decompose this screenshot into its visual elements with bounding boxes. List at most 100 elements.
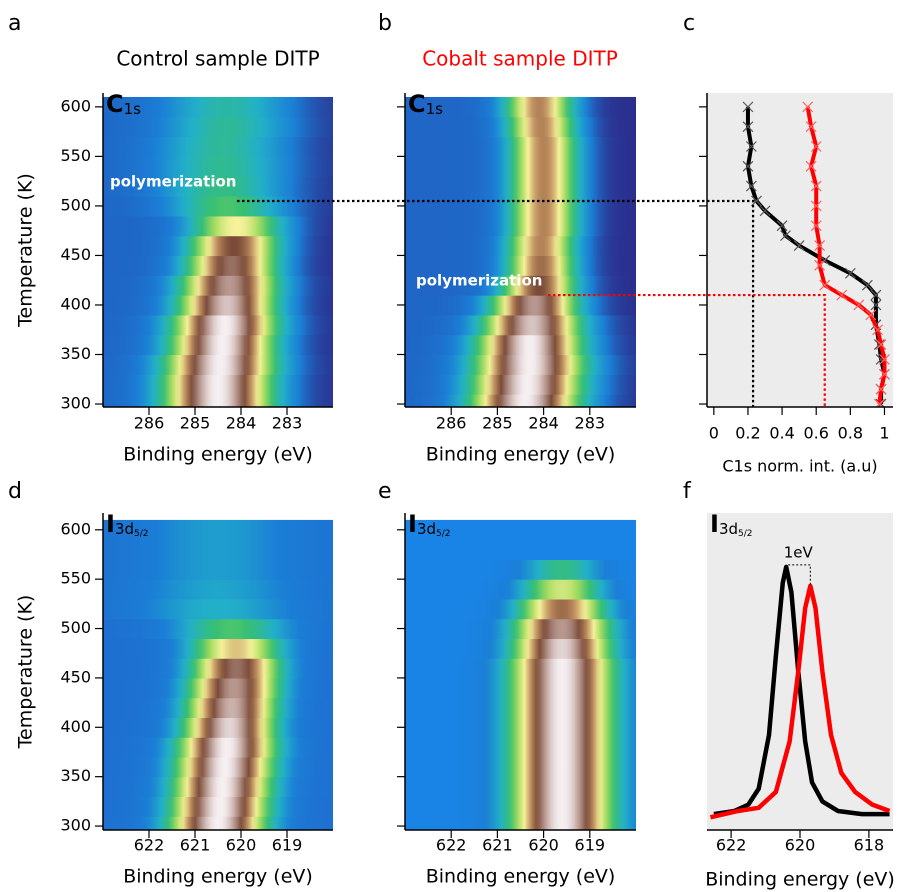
x-tick-label: 618 <box>854 836 885 855</box>
marker <box>875 383 887 395</box>
heatmap-row <box>405 196 636 217</box>
panel-letter: b <box>378 11 392 36</box>
x-tick-label: 0.8 <box>838 424 863 443</box>
x-axis-label: Binding energy (eV) <box>426 866 616 888</box>
x-axis-label: C1s norm. int. (a.u) <box>722 457 877 476</box>
panel <box>405 519 636 830</box>
heatmap-row <box>103 176 333 197</box>
x-tick-label: 284 <box>226 414 257 433</box>
heatmap-row <box>405 519 636 541</box>
heatmap-row <box>405 697 636 719</box>
marker <box>751 195 762 207</box>
element-symbol: I <box>710 510 719 538</box>
orbital: 1s <box>426 100 444 118</box>
heatmap-row <box>103 796 333 817</box>
marker <box>776 220 788 232</box>
heatmap-row <box>405 96 636 118</box>
heatmap-row <box>103 196 333 217</box>
marker <box>875 339 887 351</box>
y-tick-label: 400 <box>60 717 91 736</box>
guide-line <box>237 199 755 407</box>
element-label: C1s <box>106 90 141 118</box>
heatmap-row <box>103 717 333 738</box>
heatmap-row <box>103 598 333 620</box>
heatmap-row <box>103 618 333 640</box>
element-label: I3d5/2 <box>106 510 149 539</box>
y-tick-label: 550 <box>60 569 91 588</box>
x-tick-label: 0.2 <box>735 424 760 443</box>
heatmap-row <box>405 334 636 356</box>
heatmap-row <box>405 618 636 640</box>
orbital-sub: 5/2 <box>436 529 450 539</box>
marker <box>810 141 822 152</box>
x-tick-label: 1 <box>879 424 889 443</box>
y-tick-label: 500 <box>60 618 91 637</box>
heatmap-row <box>405 717 636 738</box>
heatmap-row <box>405 215 636 237</box>
heatmap-row <box>405 579 636 600</box>
marker <box>793 240 805 251</box>
x-tick-label: 620 <box>785 836 816 855</box>
heatmap-row <box>103 579 333 600</box>
heatmap-row <box>103 156 333 177</box>
marker <box>870 289 882 301</box>
marker <box>836 289 848 301</box>
heatmap-row <box>103 96 333 118</box>
orbital: 3d <box>719 520 738 538</box>
marker <box>814 240 826 251</box>
heatmap-row <box>103 354 333 375</box>
y-tick-label: 600 <box>60 519 91 538</box>
x-axis-label: Binding energy (eV) <box>123 444 313 466</box>
y-tick-label: 400 <box>60 294 91 313</box>
y-axis-label: Temperature (K) <box>15 595 37 750</box>
heatmap-row <box>103 697 333 719</box>
x-tick-label: 284 <box>528 414 559 433</box>
marker <box>861 279 873 291</box>
x-axis-label: Binding energy (eV) <box>123 866 313 888</box>
heatmap-row <box>405 677 636 699</box>
orbital: 1s <box>124 100 142 118</box>
heatmap-row <box>405 295 636 316</box>
heatmap-row <box>405 737 636 758</box>
heatmap-row <box>405 235 636 257</box>
orbital: 3d <box>417 520 436 538</box>
marker <box>879 368 890 380</box>
heatmap-row <box>103 255 333 276</box>
element-symbol: C <box>408 90 426 118</box>
x-tick-label: 286 <box>134 414 165 433</box>
heatmap-row <box>405 314 636 336</box>
element-symbol: I <box>408 510 417 538</box>
x-tick-label: 622 <box>436 836 467 855</box>
panel <box>103 96 333 407</box>
marker <box>873 398 885 407</box>
series-line <box>709 583 891 820</box>
annotation: 1eV <box>784 543 814 561</box>
panel-letter: d <box>8 479 22 504</box>
panel-letter: c <box>683 11 695 36</box>
panel <box>103 519 333 830</box>
heatmap-row <box>103 275 333 296</box>
y-tick-label: 350 <box>60 344 91 363</box>
heatmap-row <box>405 816 636 830</box>
heatmap-row <box>405 598 636 620</box>
guide-line <box>548 293 826 407</box>
x-axis-label: Binding energy (eV) <box>705 869 895 891</box>
heatmap-row <box>405 275 636 296</box>
x-tick-label: 283 <box>272 414 303 433</box>
x-tick-label: 622 <box>716 836 747 855</box>
marker <box>742 160 754 172</box>
orbital: 3d <box>115 520 134 538</box>
heatmap-row <box>103 295 333 316</box>
x-tick-label: 621 <box>482 836 513 855</box>
y-tick-label: 500 <box>60 195 91 214</box>
marker <box>865 309 877 321</box>
element-label: I3d5/2 <box>710 510 753 539</box>
heatmap-row <box>103 776 333 798</box>
x-tick-label: 621 <box>180 836 211 855</box>
x-tick-label: 619 <box>272 836 303 855</box>
y-tick-label: 450 <box>60 667 91 686</box>
marker <box>879 354 890 365</box>
heatmap-row <box>405 776 636 798</box>
heatmap-row <box>103 559 333 580</box>
heatmap-row <box>103 116 333 138</box>
